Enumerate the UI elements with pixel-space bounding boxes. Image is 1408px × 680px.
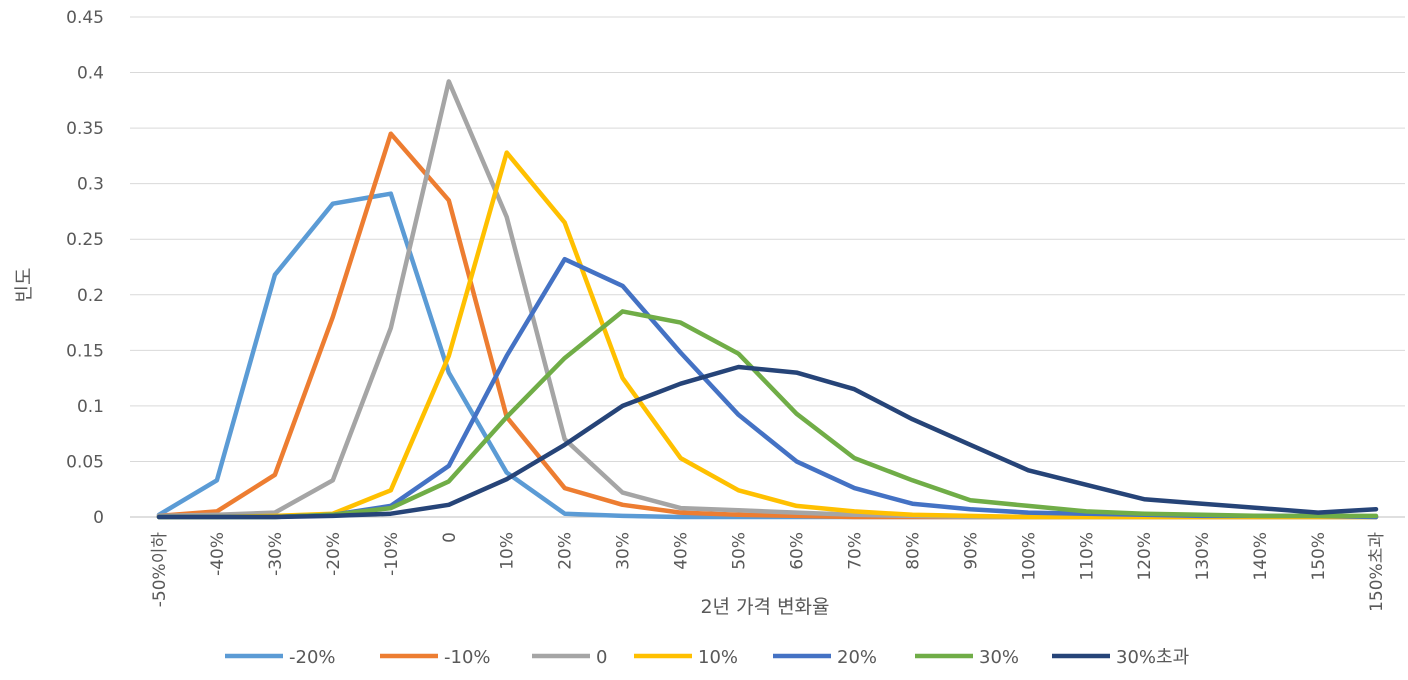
y-axis-ticks: 0 0.05 0.1 0.15 0.2 0.25 0.3 0.35 0.4 0.45 [66,8,104,528]
y-tick-label: 0.45 [66,8,104,28]
y-tick-label: 0.2 [77,286,104,306]
x-tick-label: 60% [787,532,807,570]
x-tick-label: 100% [1019,532,1039,581]
series-line [156,256,1379,520]
x-tick-label: 20% [556,532,576,570]
x-tick-label: 0 [440,532,460,543]
y-tick-label: 0.05 [66,452,104,472]
gridlines [130,16,1405,518]
legend-label: 30%초과 [1116,647,1189,668]
x-axis-ticks: -50%이하 -40% -30% -20% -10% 0 10% 20% 30% 40% 50% 60… [150,532,1387,612]
series-lines [156,79,1379,520]
x-tick-label: 150% [1309,532,1329,581]
y-tick-label: 0.1 [77,397,104,417]
y-tick-label: 0.25 [66,230,104,250]
x-tick-label: 10% [498,532,518,570]
x-tick-label: -30% [266,532,286,576]
legend-label: 10% [698,647,738,668]
y-tick-label: 0.3 [77,175,104,195]
x-axis-label: 2년 가격 변화율 [700,596,829,618]
x-tick-label: -20% [324,532,344,576]
y-tick-label: 0 [93,508,104,528]
legend-label: 30% [979,647,1019,668]
x-tick-label: 120% [1135,532,1155,581]
legend-label: -10% [444,647,491,668]
x-tick-label: -10% [382,532,402,576]
series-line [156,364,1379,520]
series-line [156,79,1379,520]
y-tick-label: 0.35 [66,119,104,139]
x-tick-label: 110% [1077,532,1097,581]
y-tick-label: 0.4 [77,64,104,84]
x-tick-label: 90% [961,532,981,570]
x-tick-label: 40% [672,532,692,570]
y-axis-label: 빈도 [13,268,35,303]
series-line [156,309,1379,520]
series-line [156,191,1379,520]
legend-label: 20% [837,647,877,668]
x-tick-label: -50%이하 [150,532,170,608]
legend-label: 0 [596,647,607,668]
legend-label: -20% [289,647,336,668]
x-tick-label: 150%초과 [1367,532,1387,612]
y-tick-label: 0.15 [66,341,104,361]
x-tick-label: 130% [1193,532,1213,581]
x-tick-label: 30% [614,532,634,570]
x-tick-label: 80% [903,532,923,570]
x-tick-label: 140% [1251,532,1271,581]
x-tick-label: 50% [730,532,750,570]
x-tick-label: 70% [845,532,865,570]
legend: -20% -10% 0 10% 20% 30% 30%초과 [225,647,1189,668]
x-tick-label: -40% [208,532,228,576]
